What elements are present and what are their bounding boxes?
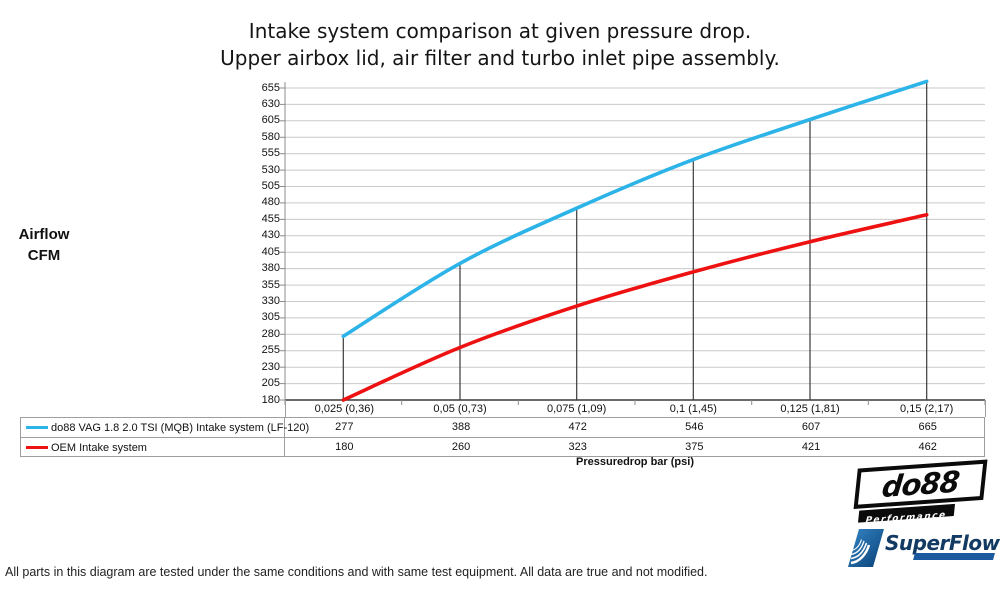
superflow-wave-icon	[848, 529, 884, 567]
y-tick-label: 280	[261, 327, 280, 340]
value-cell: 375	[685, 441, 704, 453]
x-tick-label: 0,15 (2,17)	[868, 400, 986, 417]
data-table: do88 VAG 1.8 2.0 TSI (MQB) Intake system…	[20, 417, 985, 457]
value-cell: 260	[451, 441, 471, 453]
do88-logo-text: do88	[880, 463, 961, 504]
do88-logo: do88 Performance	[853, 459, 993, 526]
footer-note: All parts in this diagram are tested und…	[5, 565, 708, 579]
legend-cell: OEM Intake system	[21, 438, 285, 457]
value-cell: 546	[685, 421, 704, 433]
superflow-logo: SuperFlow™ DYNAMOMETERS & FLOWBENCHES	[848, 529, 1000, 569]
superflow-name: SuperFlow	[885, 531, 1000, 555]
value-cell: 180	[335, 441, 354, 453]
y-tick-label: 205	[261, 377, 280, 390]
legend-label: OEM Intake system	[51, 441, 147, 454]
chart-title-line1: Intake system comparison at given pressu…	[248, 19, 752, 43]
chart-title-line2: Upper airbox lid, air filter and turbo i…	[220, 46, 780, 70]
y-tick-label: 180	[261, 393, 280, 406]
table-row: OEM Intake system 180 260 323 375 421 462	[21, 438, 984, 457]
value-cell: 388	[451, 421, 471, 433]
y-tick-label: 305	[261, 311, 280, 324]
value-cell: 607	[801, 421, 821, 433]
x-tick-label: 0,025 (0,36)	[285, 400, 403, 417]
y-tick-label: 505	[261, 180, 280, 192]
y-tick-label: 230	[261, 360, 280, 373]
y-tick-label: 430	[261, 229, 280, 242]
x-tick-label: 0,05 (0,73)	[433, 403, 487, 415]
superflow-tagline-bar: DYNAMOMETERS & FLOWBENCHES	[911, 553, 1000, 568]
y-tick-label: 580	[261, 130, 280, 143]
y-tick-label: 330	[261, 295, 280, 307]
y-axis-title-line2: CFM	[27, 247, 61, 264]
value-cell: 323	[568, 441, 587, 453]
superflow-logo-text: SuperFlow™	[885, 531, 1000, 555]
y-tick-label: 255	[261, 344, 280, 357]
value-cell: 462	[918, 441, 937, 453]
legend-line-sample	[26, 426, 48, 429]
legend-line-sample	[26, 446, 48, 449]
value-cell: 472	[568, 421, 587, 433]
y-tick-label: 405	[261, 245, 280, 258]
y-tick-label: 555	[261, 147, 280, 160]
y-axis-title: Airflow CFM	[8, 224, 80, 266]
x-tick-label: 0,075 (1,09)	[546, 403, 607, 415]
y-tick-label: 355	[261, 278, 280, 291]
y-tick-label: 530	[261, 163, 280, 176]
x-tick-label: 0,1 (1,45)	[669, 403, 717, 415]
y-tick-label: 655	[261, 81, 280, 94]
y-tick-label: 630	[261, 97, 280, 110]
x-axis-title: Pressuredrop bar (psi)	[576, 456, 694, 468]
y-tick-label: 455	[261, 212, 280, 225]
legend-label: do88 VAG 1.8 2.0 TSI (MQB) Intake system…	[51, 421, 310, 434]
do88-logo-box: do88	[853, 459, 988, 509]
superflow-tagline: DYNAMOMETERS & FLOWBENCHES	[910, 562, 1000, 568]
x-tick-label: 0,125 (1,81)	[780, 403, 840, 415]
value-cell: 421	[801, 441, 821, 453]
y-tick-label: 605	[261, 114, 280, 127]
y-tick-label: 380	[261, 262, 280, 275]
value-cell: 665	[918, 421, 937, 433]
table-row: do88 VAG 1.8 2.0 TSI (MQB) Intake system…	[21, 418, 984, 438]
y-axis-title-line1: Airflow	[18, 226, 70, 243]
value-cell: 277	[335, 421, 354, 433]
y-tick-label: 480	[261, 196, 280, 209]
legend-cell: do88 VAG 1.8 2.0 TSI (MQB) Intake system…	[21, 418, 309, 437]
chart-title: Intake system comparison at given pressu…	[0, 18, 1000, 72]
